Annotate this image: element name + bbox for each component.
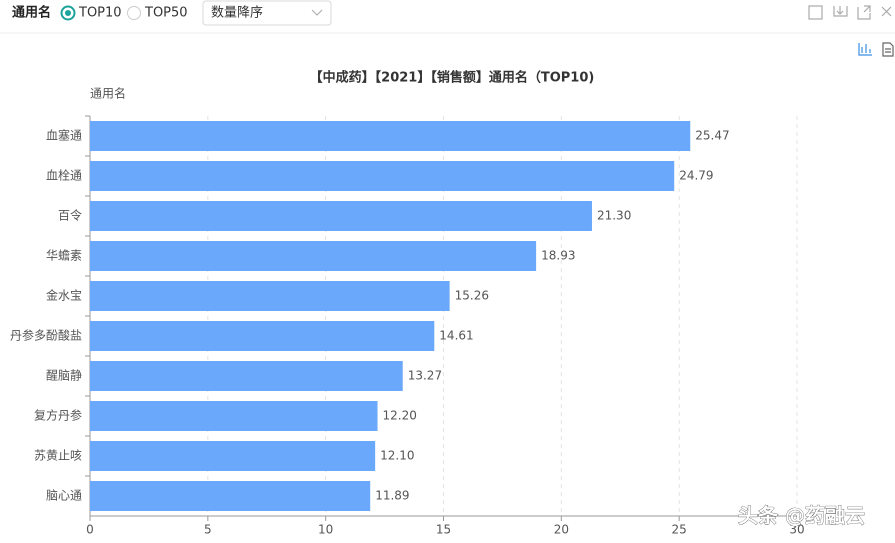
value-label: 11.89 <box>375 489 409 503</box>
y-tick-label: 血栓通 <box>46 168 82 183</box>
bar <box>90 321 435 351</box>
x-tick-label: 30 <box>789 523 804 537</box>
bar-chart-icon[interactable] <box>858 43 872 56</box>
y-tick-label: 丹参多酚酸盐 <box>10 328 82 343</box>
x-tick-label: 25 <box>672 523 687 537</box>
bar <box>90 201 592 231</box>
bar <box>90 121 691 151</box>
chart-title: 【中成药】【2021】【销售额】通用名（TOP10) <box>310 70 595 86</box>
table-icon[interactable] <box>882 42 894 57</box>
radio-label: TOP10 <box>78 6 122 21</box>
y-tick-label: 醒脑静 <box>46 369 82 383</box>
radio-dot <box>65 10 71 16</box>
y-axis-label: 通用名 <box>90 86 126 101</box>
bar <box>90 361 403 391</box>
bar <box>90 161 675 191</box>
close-icon[interactable] <box>881 6 892 17</box>
download-icon[interactable] <box>833 6 848 17</box>
value-label: 12.20 <box>383 409 417 423</box>
value-label: 12.10 <box>380 449 414 463</box>
expand-icon[interactable] <box>808 5 823 20</box>
value-label: 14.61 <box>439 329 473 343</box>
sort-text: 数量降序 <box>211 6 263 21</box>
radio[interactable] <box>127 6 141 20</box>
y-tick-label: 脑心通 <box>46 489 82 503</box>
dropdown-arrow <box>311 9 323 16</box>
value-label: 13.27 <box>408 369 442 383</box>
x-tick-label: 0 <box>86 523 94 537</box>
bar <box>90 281 450 311</box>
bar <box>90 441 376 471</box>
y-tick-label: 百令 <box>58 208 82 223</box>
sort-dropdown[interactable] <box>202 0 332 26</box>
y-tick-label: 华蟾素 <box>46 249 82 263</box>
radio-label: TOP50 <box>144 6 188 21</box>
x-tick-label: 10 <box>318 523 333 537</box>
y-tick-label: 复方丹参 <box>34 408 82 423</box>
chart-icons <box>858 42 894 57</box>
value-label: 15.26 <box>455 289 489 303</box>
bar <box>90 241 537 271</box>
bar <box>90 481 371 511</box>
x-tick-label: 20 <box>554 523 569 537</box>
value-label: 21.30 <box>597 209 631 223</box>
bar <box>90 401 378 431</box>
radio-group: TOP10 TOP50 <box>60 5 188 21</box>
share-icon[interactable] <box>857 5 871 20</box>
x-tick-label: 15 <box>436 523 451 537</box>
window-icons <box>808 5 892 20</box>
value-label: 25.47 <box>695 129 729 143</box>
plot: 0 5 10 15 20 25 30 血塞通 25.47 血栓通 24.79 百令 21.30 华蟾素 18… <box>10 115 805 537</box>
y-tick-label: 金水宝 <box>46 288 82 303</box>
toolbar-label: 通用名 <box>12 5 51 21</box>
value-label: 18.93 <box>541 249 575 263</box>
watermark: 头条 @药融云 <box>738 504 865 528</box>
x-tick-label: 5 <box>204 523 212 537</box>
y-tick-label: 血塞通 <box>46 128 82 143</box>
value-label: 24.79 <box>679 169 713 183</box>
y-tick-label: 苏黄止咳 <box>34 449 82 463</box>
